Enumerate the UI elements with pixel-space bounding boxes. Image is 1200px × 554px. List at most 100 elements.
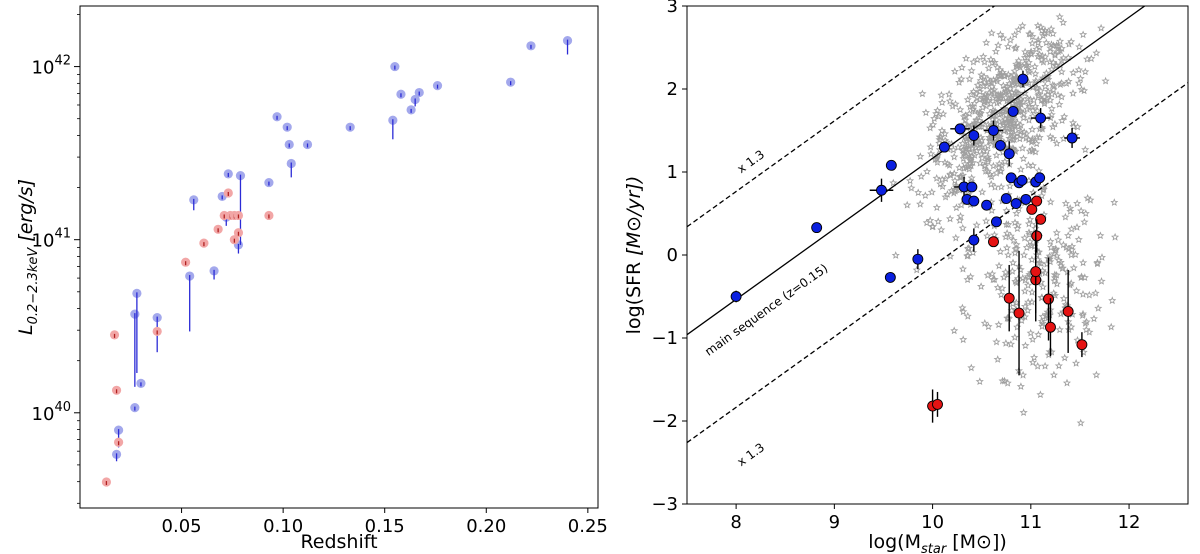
star-marker	[936, 179, 945, 188]
star-marker	[1047, 104, 1056, 113]
star-marker	[996, 90, 1005, 98]
star-marker	[1047, 24, 1056, 33]
star-marker	[948, 101, 957, 110]
star-marker	[1026, 49, 1035, 58]
star-marker	[992, 119, 1002, 128]
star-marker	[1057, 78, 1066, 87]
star-marker	[1047, 110, 1056, 119]
star-marker	[1047, 243, 1056, 252]
star-marker	[905, 176, 915, 185]
star-marker	[1061, 212, 1070, 221]
star-marker	[1024, 219, 1033, 228]
star-marker	[1062, 243, 1071, 251]
star-marker	[983, 141, 992, 150]
blue-point	[1034, 172, 1046, 184]
star-marker	[1008, 267, 1017, 275]
star-marker	[998, 284, 1007, 292]
star-marker	[966, 272, 975, 281]
star-marker	[961, 115, 970, 124]
star-marker	[983, 166, 992, 175]
star-marker	[1026, 95, 1035, 103]
star-marker	[950, 176, 959, 185]
star-marker	[1001, 267, 1010, 276]
star-marker	[1005, 79, 1014, 88]
star-marker	[1001, 339, 1010, 347]
star-marker	[922, 218, 931, 227]
star-marker	[923, 167, 932, 176]
star-marker	[1028, 288, 1037, 296]
star-marker	[1071, 250, 1080, 259]
star-marker	[981, 167, 990, 175]
star-marker	[1014, 56, 1023, 65]
star-marker	[1052, 270, 1061, 279]
star-marker	[1023, 53, 1032, 62]
upper-offset-label: x 1.3	[735, 147, 768, 176]
star-marker	[1005, 134, 1014, 142]
star-marker	[1006, 340, 1016, 348]
plot-frame	[686, 5, 1189, 505]
star-marker	[940, 158, 949, 166]
star-marker	[1108, 296, 1117, 305]
star-marker	[1069, 89, 1078, 97]
star-marker	[1093, 258, 1102, 267]
star-marker	[1010, 30, 1019, 39]
star-marker	[1024, 135, 1033, 144]
star-marker	[967, 363, 976, 372]
star-marker	[1025, 237, 1034, 246]
star-marker	[1074, 235, 1083, 244]
star-marker	[978, 153, 987, 162]
star-marker	[958, 264, 967, 273]
star-marker	[1083, 54, 1092, 63]
star-marker	[934, 112, 943, 120]
blue-point	[1010, 198, 1022, 209]
star-marker	[1034, 330, 1043, 339]
red-point	[1043, 293, 1054, 305]
star-marker	[1057, 55, 1066, 64]
star-marker	[987, 172, 996, 181]
star-marker	[973, 80, 982, 89]
star-marker	[1044, 75, 1053, 84]
blue-point	[981, 199, 993, 211]
star-marker	[1015, 134, 1024, 143]
star-marker	[1080, 273, 1089, 282]
star-marker	[993, 283, 1002, 292]
x-tick-label: 0.05	[162, 516, 202, 537]
star-marker	[1039, 31, 1048, 40]
red-point	[1013, 307, 1025, 319]
red-point	[1003, 292, 1015, 304]
star-marker	[1067, 245, 1076, 254]
star-marker	[996, 30, 1005, 39]
star-marker	[1011, 277, 1020, 285]
star-marker	[1016, 165, 1025, 173]
star-marker	[976, 109, 985, 117]
star-marker	[999, 272, 1008, 281]
star-marker	[1069, 263, 1078, 272]
star-marker	[1038, 322, 1047, 331]
star-marker	[1001, 232, 1010, 241]
star-marker	[994, 41, 1003, 49]
star-marker	[1081, 145, 1090, 154]
star-marker	[1078, 311, 1087, 319]
star-marker	[965, 109, 974, 118]
star-marker	[1082, 317, 1091, 326]
star-marker	[1014, 25, 1023, 34]
star-marker	[958, 170, 967, 179]
star-marker	[1074, 65, 1083, 74]
star-marker	[1019, 408, 1028, 417]
star-marker	[968, 120, 977, 129]
star-marker	[1012, 209, 1021, 217]
star-marker	[1005, 181, 1014, 190]
blue-point	[1007, 105, 1019, 117]
star-marker	[891, 251, 900, 259]
red-point	[1031, 230, 1043, 242]
blue-point	[912, 253, 924, 265]
star-marker	[1064, 231, 1073, 240]
blue-point	[938, 141, 950, 153]
star-marker	[1067, 279, 1076, 287]
star-marker	[949, 188, 958, 197]
star-marker	[1046, 96, 1055, 104]
star-marker	[933, 106, 942, 114]
star-marker	[1075, 42, 1084, 51]
star-marker	[946, 214, 955, 223]
star-marker	[1028, 82, 1037, 91]
